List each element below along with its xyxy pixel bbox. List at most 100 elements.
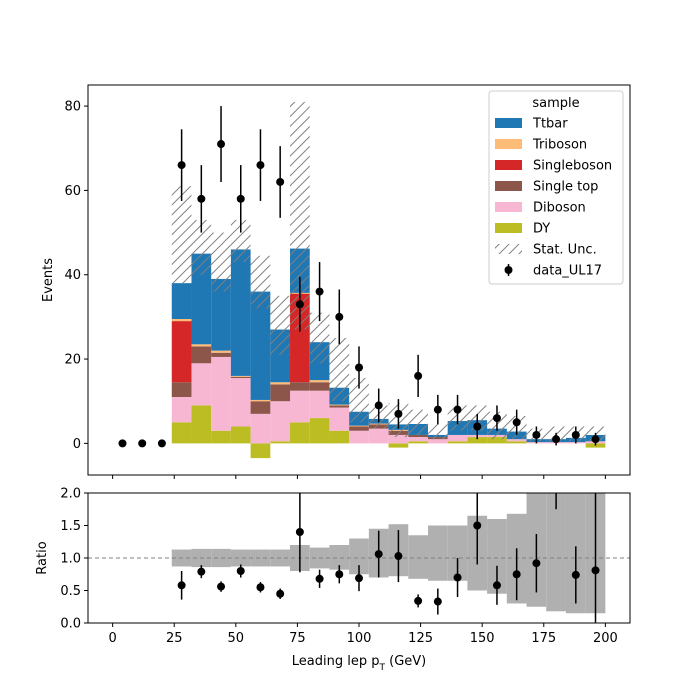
bar-ttbar (230, 249, 251, 376)
bar-dy (171, 422, 192, 444)
data-point (157, 439, 166, 448)
main-y-tick-label: 20 (64, 353, 81, 368)
bar-dy (408, 441, 428, 444)
stat-unc-band (427, 424, 448, 440)
bar-dy (585, 443, 606, 448)
x-tick-label: 175 (531, 631, 556, 646)
x-tick-label: 0 (108, 631, 116, 646)
x-tick-label: 200 (593, 631, 618, 646)
ratio-point (236, 567, 245, 575)
ratio-y-tick-label: 0.0 (60, 617, 81, 632)
legend-marker-data (504, 266, 513, 274)
legend-label-ttbar: Ttbar (532, 117, 568, 132)
stat-unc-band (329, 337, 350, 402)
data-point (276, 177, 285, 186)
ratio-y-axis-label: Ratio (35, 541, 50, 574)
bar-triboson (171, 319, 192, 322)
data-point (256, 161, 265, 170)
ratio-point (355, 574, 363, 583)
ratio-point (414, 596, 423, 605)
bar-ttbar (171, 283, 192, 319)
bar-single-top (329, 405, 350, 408)
ratio-y-tick-label: 1.0 (60, 552, 81, 567)
bar-single-top (290, 382, 310, 391)
bar-diboson (368, 428, 389, 444)
bar-triboson (230, 375, 251, 377)
bar-diboson (211, 356, 231, 431)
bar-triboson (250, 399, 271, 402)
x-axis-label-subscript: T (378, 663, 385, 673)
ratio-point (453, 573, 462, 582)
bar-triboson (349, 425, 369, 427)
bar-dy (290, 422, 310, 444)
legend-title: sample (532, 96, 579, 111)
ratio-unc-band (250, 549, 271, 567)
ratio-unc-band (487, 519, 507, 594)
ratio-point (315, 574, 324, 583)
bar-diboson (349, 430, 369, 444)
bar-dy (506, 441, 527, 444)
bar-diboson (427, 439, 448, 444)
bar-dy (329, 430, 350, 444)
data-point (453, 405, 462, 414)
data-point (177, 161, 186, 170)
main-y-axis-label: Events (41, 258, 56, 302)
legend-label-diboson: Diboson (533, 201, 586, 216)
bar-diboson (309, 390, 330, 419)
bar-diboson (447, 434, 468, 442)
x-axis-label-main: Leading lep (292, 654, 367, 669)
bar-single-top (230, 376, 251, 379)
bar-dy (191, 405, 212, 444)
bar-dy (388, 443, 409, 448)
bar-dy (211, 430, 231, 444)
data-point (315, 287, 324, 296)
ratio-point (217, 582, 226, 591)
bar-dy (447, 441, 468, 444)
x-tick-label: 75 (289, 631, 306, 646)
data-point (197, 194, 206, 203)
bar-singleboson (171, 321, 192, 383)
legend-swatch-single-top (495, 181, 522, 191)
x-axis-label-unit: (GeV) (385, 654, 426, 669)
bar-dy (230, 426, 251, 444)
bar-single-top (171, 382, 192, 397)
data-point (552, 435, 561, 444)
legend-label-single-top: Single top (533, 180, 598, 195)
data-point (433, 405, 442, 414)
ratio-y-tick-label: 0.5 (60, 584, 81, 599)
bar-single-top (250, 401, 271, 414)
bar-diboson (506, 439, 527, 442)
ratio-unc-band (427, 525, 448, 581)
data-point (532, 430, 541, 439)
ratio-plot-panel: 0.0 0.5 1.0 1.5 2.0 0 25 50 75 100 125 150 175 200 R… (35, 487, 631, 673)
bar-triboson (329, 404, 350, 406)
bar-single-top (270, 384, 291, 402)
bar-dy (487, 437, 507, 444)
data-point (295, 300, 304, 309)
stat-unc-band (230, 219, 251, 263)
main-y-tick-label: 40 (64, 268, 81, 283)
legend-label-triboson: Triboson (532, 138, 587, 153)
data-point (236, 194, 245, 203)
stat-unc-band (408, 409, 428, 435)
data-point (492, 414, 501, 423)
ratio-unc-band (230, 549, 251, 567)
stat-unc-band (191, 219, 212, 275)
ratio-point (295, 528, 304, 536)
legend-swatch-triboson (495, 139, 522, 149)
bar-diboson (250, 413, 271, 444)
main-y-tick-label: 0 (73, 437, 81, 452)
ratio-point (335, 570, 344, 579)
bar-single-top (191, 346, 212, 364)
stat-unc-band (270, 295, 291, 355)
data-point (335, 312, 344, 321)
data-point (394, 409, 403, 418)
bar-diboson (408, 437, 428, 442)
bar-dy (467, 437, 488, 444)
bar-ttbar (191, 253, 212, 345)
bar-diboson (230, 378, 251, 427)
ratio-point (374, 550, 383, 559)
data-point (138, 439, 147, 448)
data-point (217, 140, 226, 149)
